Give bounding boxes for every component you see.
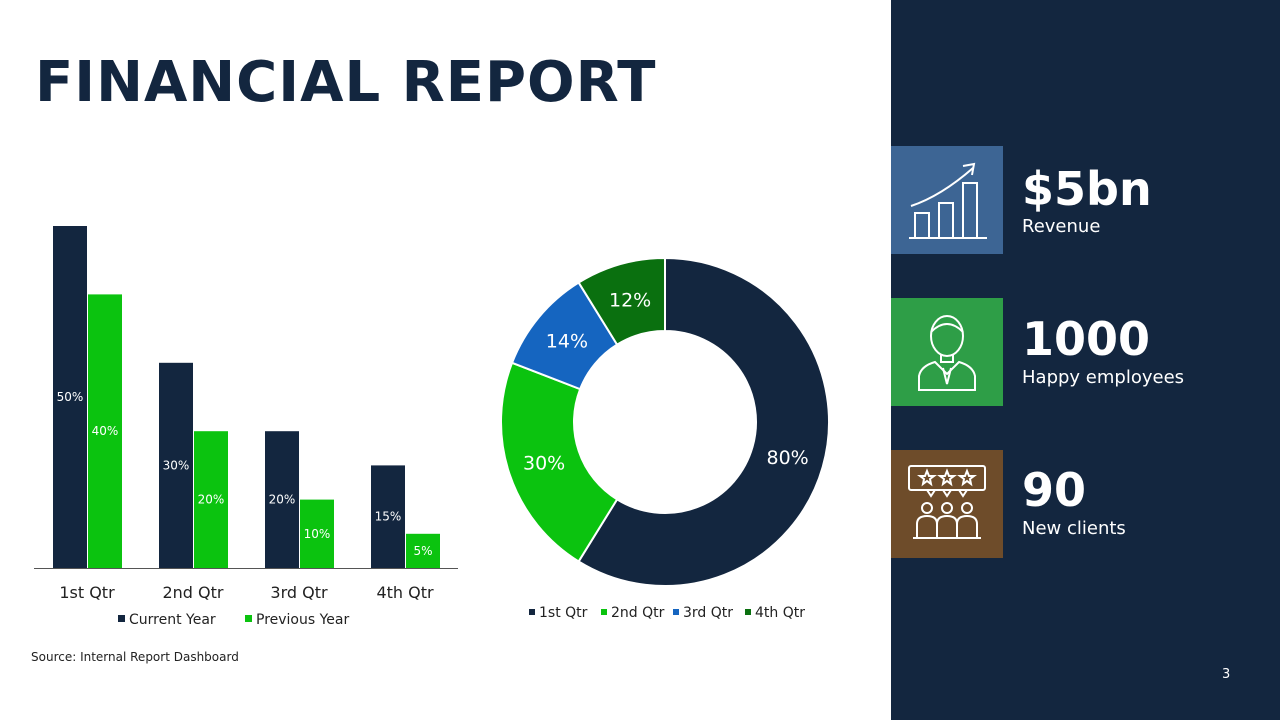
legend-swatch [601, 609, 607, 615]
bar-previous-year-2 [194, 431, 228, 568]
bar-previous-year-3 [300, 499, 334, 568]
stat-label-revenue: Revenue [1022, 216, 1101, 237]
legend-label: Current Year [129, 612, 216, 628]
donut-data-label: 12% [609, 289, 651, 311]
legend-label: Previous Year [256, 612, 350, 628]
legend-swatch [745, 609, 751, 615]
donut-chart: 80% 30% 14% 12% 1st Qtr 2nd Qtr 3rd Qtr 4th Qtr [500, 256, 830, 621]
bar-previous-year-1 [88, 294, 122, 568]
bar-chart: 50% 40% 1st Qtr 30% 20% 2nd Qtr 20% 10% 3rd Qtr 1… [34, 226, 458, 628]
legend-label: 3rd Qtr [683, 605, 733, 621]
bar-current-year-3 [265, 431, 299, 568]
bar-data-label: 30% [163, 458, 190, 472]
bar-data-label: 50% [57, 390, 84, 404]
bar-current-year-1 [53, 226, 87, 568]
x-tick-label: 3rd Qtr [270, 583, 328, 602]
stat-value-revenue: $5bn [1022, 162, 1152, 216]
page-number: 3 [1222, 667, 1231, 682]
client-reviews-icon [891, 450, 1003, 558]
stat-value-clients: 90 [1022, 463, 1087, 517]
donut-data-label: 30% [523, 453, 565, 475]
donut-slice-2 [500, 361, 619, 563]
stat-label-clients: New clients [1022, 518, 1126, 539]
bar-previous-year-4 [406, 533, 440, 568]
bar-current-year-4 [371, 465, 405, 568]
x-tick-label: 4th Qtr [376, 583, 434, 602]
donut-data-label: 14% [546, 331, 588, 353]
employee-icon [891, 298, 1003, 406]
legend-label: 2nd Qtr [611, 605, 665, 621]
page-title: FINANCIAL REPORT [35, 50, 657, 115]
stat-value-employees: 1000 [1022, 312, 1151, 366]
bar-data-label: 20% [269, 493, 296, 507]
legend-swatch [118, 615, 125, 622]
source-note: Source: Internal Report Dashboard [31, 650, 239, 664]
donut-data-label: 80% [767, 447, 809, 469]
donut-slice-4 [577, 256, 666, 347]
x-tick-label: 1st Qtr [59, 583, 115, 602]
bar-data-label: 10% [304, 527, 331, 541]
growth-chart-icon [891, 146, 1003, 254]
legend-swatch [673, 609, 679, 615]
bar-current-year-2 [159, 362, 193, 568]
bar-data-label: 5% [413, 544, 432, 558]
bar-data-label: 40% [92, 424, 119, 438]
bar-data-label: 15% [375, 510, 402, 524]
x-tick-label: 2nd Qtr [162, 583, 223, 602]
stat-label-employees: Happy employees [1022, 367, 1185, 388]
legend-swatch [529, 609, 535, 615]
donut-slice-1 [577, 256, 830, 587]
legend-label: 1st Qtr [539, 605, 588, 621]
legend-label: 4th Qtr [755, 605, 805, 621]
legend-swatch [245, 615, 252, 622]
bar-data-label: 20% [198, 493, 225, 507]
